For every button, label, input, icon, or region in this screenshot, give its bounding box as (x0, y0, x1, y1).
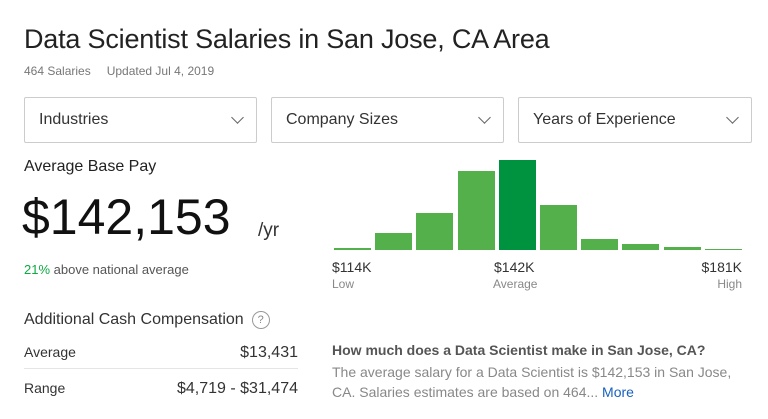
row-value: $4,719 - $31,474 (177, 380, 298, 397)
histogram-bar (334, 248, 371, 250)
chevron-down-icon (726, 111, 739, 124)
row-label: Average (24, 344, 76, 360)
base-pay-value: $142,153 (22, 189, 231, 245)
chevron-down-icon (231, 111, 244, 124)
salary-count: 464 Salaries (24, 64, 91, 78)
comparison-text: above national average (50, 262, 189, 277)
page-meta: 464 Salaries Updated Jul 4, 2019 (24, 64, 230, 78)
histogram-bar (622, 244, 660, 250)
company-sizes-dropdown[interactable]: Company Sizes (271, 97, 504, 143)
row-label: Range (24, 380, 66, 396)
page-title: Data Scientist Salaries in San Jose, CA … (24, 24, 550, 54)
high-value: $181K (701, 259, 742, 275)
histogram-bar (704, 249, 742, 250)
row-value: $13,431 (240, 344, 298, 361)
national-comparison: 21% above national average (24, 262, 189, 277)
average-caption: Average (493, 277, 538, 291)
dropdown-label: Years of Experience (533, 111, 676, 128)
updated-date: Updated Jul 4, 2019 (106, 64, 215, 78)
cash-comp-title: Additional Cash Compensation? (24, 311, 270, 329)
industries-dropdown[interactable]: Industries (24, 97, 257, 143)
divider (24, 368, 298, 369)
more-link[interactable]: More (602, 384, 634, 400)
average-value: $142K (494, 259, 535, 275)
base-pay-label: Average Base Pay (24, 158, 157, 175)
faq-answer: The average salary for a Data Scientist … (332, 362, 732, 402)
chevron-down-icon (478, 111, 491, 124)
dropdown-label: Company Sizes (286, 111, 399, 128)
histogram-bar (457, 171, 495, 250)
histogram-bar (375, 233, 413, 250)
faq-answer-text: The average salary for a Data Scientist … (332, 364, 732, 400)
salary-histogram (332, 150, 744, 250)
years-experience-dropdown[interactable]: Years of Experience (518, 97, 752, 143)
histogram-bar (540, 205, 577, 250)
base-pay-unit: /yr (258, 220, 280, 241)
histogram-bar (581, 239, 619, 250)
dropdown-label: Industries (39, 111, 109, 128)
histogram-bar (498, 160, 536, 250)
high-caption: High (717, 277, 742, 291)
histogram-bar (663, 247, 701, 250)
help-icon[interactable]: ? (251, 311, 270, 329)
histogram-bar (416, 213, 454, 250)
low-value: $114K (332, 259, 372, 275)
cash-row-average: Average $13,431 (24, 344, 298, 362)
cash-comp-label: Additional Cash Compensation (24, 311, 244, 328)
cash-row-range: Range $4,719 - $31,474 (24, 380, 298, 398)
faq-question: How much does a Data Scientist make in S… (332, 342, 706, 358)
percent-above: 21% (24, 262, 51, 277)
low-caption: Low (332, 277, 355, 291)
